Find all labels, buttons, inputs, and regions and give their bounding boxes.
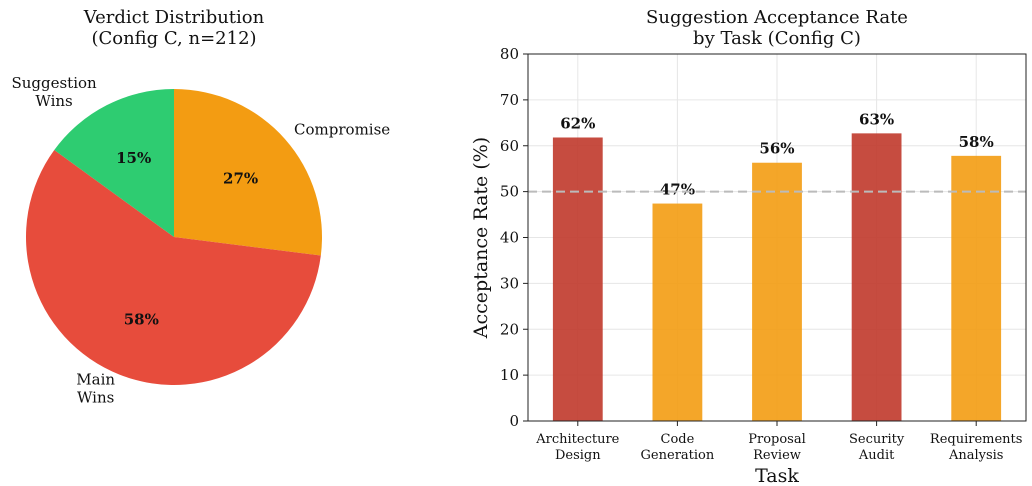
pie-labels: 27% Compromise 58% Main Wins 15% Suggestion Win… xyxy=(11,74,390,406)
x-tick-label: Code Generation xyxy=(641,432,715,463)
x-tick-label: Security Audit xyxy=(849,432,905,463)
pie-slice-main-wins xyxy=(25,150,321,386)
pie-title: Verdict Distribution (Config C, n=212) xyxy=(83,7,265,49)
bar-value-label: 63% xyxy=(859,110,894,128)
y-axis-label: Acceptance Rate (%) xyxy=(470,137,492,339)
y-tick-label: 10 xyxy=(500,366,519,384)
bar-value-label: 58% xyxy=(959,133,994,151)
bar-title: Suggestion Acceptance Rate by Task (Confi… xyxy=(646,7,908,49)
pie-slice-label: Main Wins xyxy=(76,370,115,406)
bar-axes: 0 10 20 30 40 50 60 70 80 Architecture Design Code G… xyxy=(500,45,1027,463)
y-tick-label: 40 xyxy=(500,229,519,247)
bar-security-audit xyxy=(851,133,902,421)
bar-requirements-analysis xyxy=(951,155,1002,421)
pie-slices xyxy=(25,89,322,386)
x-tick-label: Architecture Design xyxy=(535,432,619,463)
pie-slice-compromise xyxy=(174,89,322,256)
y-tick-label: 50 xyxy=(500,183,519,201)
x-axis-label: Task xyxy=(755,465,799,486)
y-tick-label: 30 xyxy=(500,274,519,292)
y-tick-label: 70 xyxy=(500,91,519,109)
pie-slice-percent: 15% xyxy=(116,149,151,167)
bar-proposal-review xyxy=(752,162,802,421)
pie-slice-label: Suggestion Wins xyxy=(11,74,97,110)
pie-slice-suggestion-wins xyxy=(54,89,174,237)
pie-slice-label: Compromise xyxy=(294,120,390,138)
y-tick-label: 20 xyxy=(500,320,519,338)
pie-slice-percent: 58% xyxy=(124,311,159,329)
bar-code-generation xyxy=(652,203,703,421)
bar-value-label: 47% xyxy=(660,181,695,199)
y-tick-label: 60 xyxy=(500,137,519,155)
bar-architecture-design xyxy=(552,137,603,421)
bar-bars: 62% 47% 56% 63% 58% xyxy=(552,110,1002,421)
y-tick-label: 0 xyxy=(509,412,519,430)
y-tick-label: 80 xyxy=(500,45,519,63)
x-tick-label: Proposal Review xyxy=(748,432,806,463)
bar-chart: Suggestion Acceptance Rate by Task (Confi… xyxy=(470,7,1027,486)
bar-value-label: 56% xyxy=(759,140,794,158)
pie-chart: Verdict Distribution (Config C, n=212) 27… xyxy=(11,7,390,406)
pie-slice-percent: 27% xyxy=(223,169,258,187)
bar-value-label: 62% xyxy=(560,114,595,132)
x-tick-label: Requirements Analysis xyxy=(930,432,1023,463)
